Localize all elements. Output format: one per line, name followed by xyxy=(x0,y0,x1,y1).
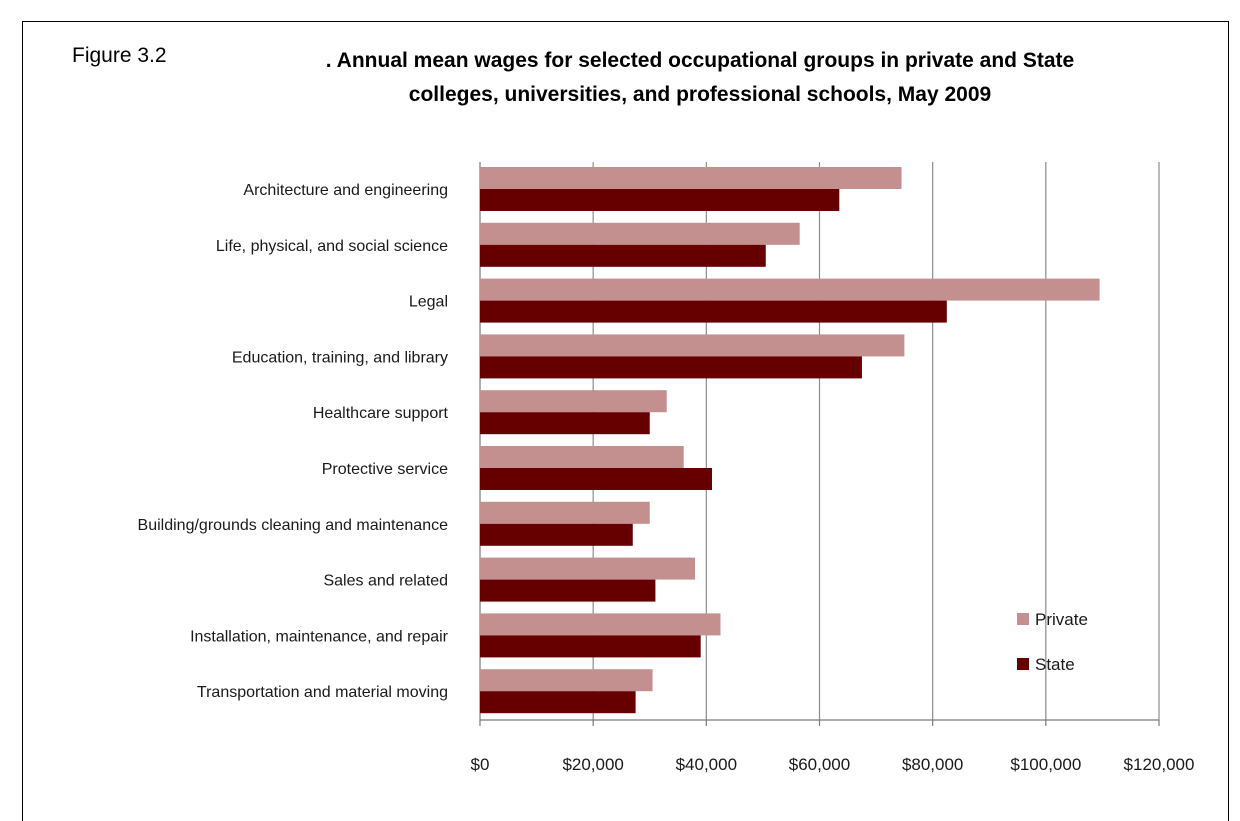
category-label: Healthcare support xyxy=(313,405,449,422)
bar-private xyxy=(480,167,902,189)
bar-private xyxy=(480,669,653,692)
bar-private xyxy=(480,446,684,468)
bar-private xyxy=(480,334,905,357)
bar-private xyxy=(480,501,650,524)
bar-state xyxy=(480,523,633,546)
legend-label-private: Private xyxy=(1035,610,1088,629)
category-label: Installation, maintenance, and repair xyxy=(190,628,449,645)
category-label: Life, physical, and social science xyxy=(216,238,448,255)
x-tick-label: $20,000 xyxy=(562,755,623,774)
bars xyxy=(480,167,1100,714)
category-label: Building/grounds cleaning and maintenanc… xyxy=(138,517,449,534)
category-labels: Architecture and engineering Life, physic… xyxy=(138,182,449,701)
bar-private xyxy=(480,278,1100,301)
figure-frame xyxy=(22,21,1229,821)
bar-state xyxy=(480,300,947,323)
bar-private xyxy=(480,557,696,580)
category-label: Transportation and material moving xyxy=(197,684,448,701)
x-tick-label: $80,000 xyxy=(902,755,963,774)
bar-private xyxy=(480,613,721,636)
bar-state xyxy=(480,691,636,714)
legend-label-state: State xyxy=(1035,655,1075,674)
bar-state xyxy=(480,356,862,379)
chart-title: . Annual mean wages for selected occupat… xyxy=(200,44,1200,112)
category-label: Legal xyxy=(409,294,448,311)
category-label: Protective service xyxy=(322,461,448,478)
chart-title-line-2: colleges, universities, and professional… xyxy=(408,83,992,106)
chart-title-line-1: . Annual mean wages for selected occupat… xyxy=(325,49,1075,72)
legend-swatch-private xyxy=(1017,613,1029,625)
legend-swatch-state xyxy=(1017,658,1029,670)
category-label: Education, training, and library xyxy=(232,349,448,366)
x-tick-label: $40,000 xyxy=(676,755,737,774)
bar-state xyxy=(480,412,650,435)
bar-state xyxy=(480,244,766,267)
x-tick-label: $60,000 xyxy=(789,755,850,774)
bar-state xyxy=(480,579,656,602)
category-label: Architecture and engineering xyxy=(243,182,448,199)
x-tick-labels: $0 $20,000 $40,000 $60,000 $80,000 $100,000 $1… xyxy=(471,755,1195,774)
x-tick-label: $120,000 xyxy=(1124,755,1195,774)
bar-state xyxy=(480,635,701,658)
bar-state xyxy=(480,189,840,211)
category-label: Sales and related xyxy=(323,573,448,590)
bar-state xyxy=(480,468,712,490)
figure-label: Figure 3.2 xyxy=(72,44,167,67)
x-tick-label: $100,000 xyxy=(1010,755,1081,774)
bar-private xyxy=(480,222,800,245)
legend: Private State xyxy=(1017,610,1088,674)
x-tick-label: $0 xyxy=(471,755,490,774)
bar-private xyxy=(480,390,667,413)
